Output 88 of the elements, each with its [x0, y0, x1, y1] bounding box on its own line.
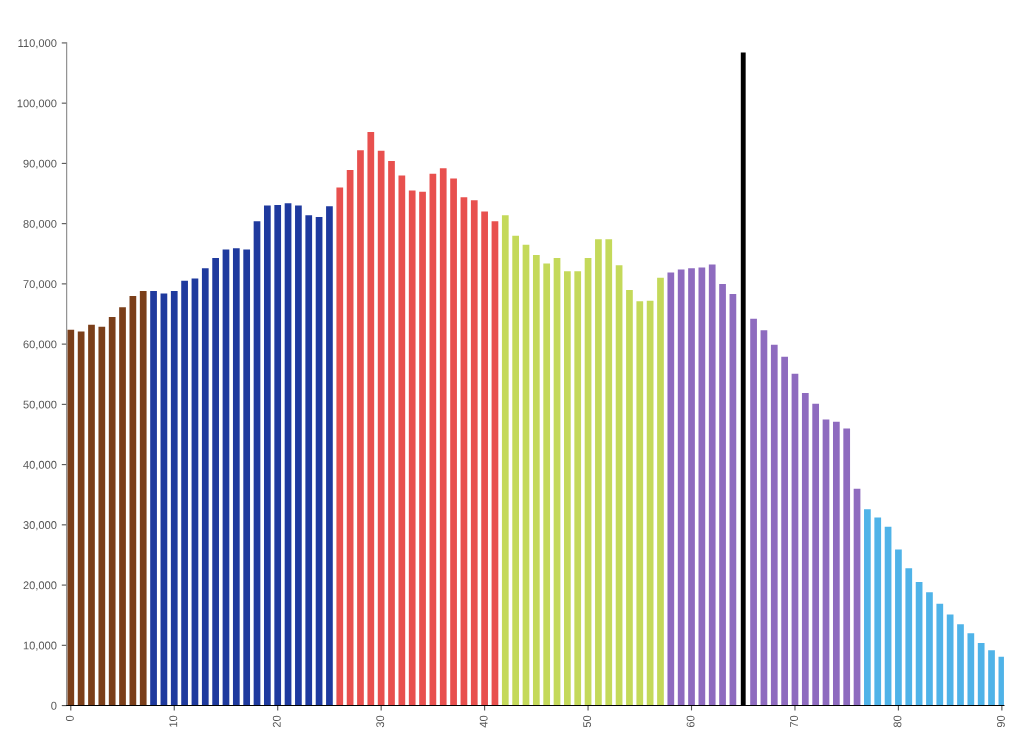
bar [470, 200, 478, 706]
bar [377, 150, 385, 706]
bar [770, 344, 778, 706]
bar [636, 301, 644, 706]
bar [150, 291, 157, 706]
x-tick-label: 90 [996, 715, 1005, 728]
bar [98, 326, 106, 706]
y-tick-label: 90,000 [23, 159, 57, 169]
bar [781, 356, 788, 706]
bar [481, 211, 488, 706]
bar [212, 257, 219, 706]
bar [905, 568, 913, 706]
bar [181, 280, 188, 706]
bar [170, 291, 178, 706]
bar [305, 215, 313, 706]
bar [977, 642, 985, 706]
y-tick-label: 40,000 [23, 460, 57, 471]
y-tick-label: 30,000 [23, 521, 57, 531]
bar [708, 264, 716, 706]
bar [874, 517, 882, 706]
bar [698, 267, 706, 706]
bar [719, 283, 726, 706]
bar [139, 291, 147, 706]
bar [895, 549, 902, 706]
bar [657, 277, 664, 706]
x-tick-label: 50 [583, 715, 592, 728]
bar [843, 428, 851, 706]
bar [77, 331, 85, 706]
bar [243, 249, 251, 706]
y-tick-label: 100,000 [17, 99, 57, 109]
bar [67, 329, 75, 706]
bar [926, 592, 933, 706]
bar [564, 271, 571, 706]
bar [88, 324, 95, 706]
y-tick-label: 60,000 [23, 340, 57, 350]
bar [274, 204, 282, 706]
bar [336, 187, 344, 706]
bar [326, 206, 333, 706]
x-tick-label: 0 [65, 715, 74, 722]
bar [264, 205, 271, 706]
bar [501, 215, 509, 706]
bar [626, 289, 633, 706]
bar [532, 254, 540, 706]
bar [543, 263, 551, 706]
bar [295, 205, 302, 706]
bar [812, 403, 820, 706]
bar [864, 509, 871, 706]
bar [512, 235, 520, 706]
bar [574, 271, 582, 706]
x-tick-label: 10 [169, 715, 178, 727]
bar [367, 132, 375, 706]
bar [201, 268, 209, 706]
bar [108, 317, 116, 706]
x-tick-label: 40 [479, 715, 488, 728]
bar [677, 269, 685, 706]
x-tick-label: 60 [686, 715, 695, 728]
bar [439, 168, 447, 706]
y-tick-label: 0 [51, 701, 57, 710]
bar [988, 650, 995, 706]
y-tick-label: 10,000 [23, 641, 57, 651]
bar [667, 272, 675, 706]
bar [832, 421, 840, 706]
y-tick-label: 50,000 [23, 400, 57, 410]
bar [688, 268, 695, 706]
bar [801, 392, 809, 706]
bar [595, 239, 602, 706]
y-tick-label: 80,000 [23, 219, 57, 230]
bar [450, 178, 457, 706]
bar [357, 150, 364, 706]
y-tick-label: 20,000 [23, 581, 57, 591]
y-tick-label: 70,000 [23, 280, 57, 290]
x-tick-label: 70 [790, 715, 798, 728]
bar [119, 307, 126, 706]
bar [750, 318, 757, 706]
bar [957, 624, 964, 706]
bar [232, 248, 240, 706]
x-tick-label: 20 [272, 715, 281, 728]
bar [936, 603, 944, 706]
x-tick-label: 30 [376, 715, 385, 728]
bar [419, 191, 426, 706]
bar [388, 160, 395, 706]
bar [408, 190, 416, 706]
bar [605, 239, 613, 706]
bar [398, 175, 406, 706]
x-tick-label: 80 [893, 715, 902, 728]
y-tick-label: 110,000 [18, 39, 57, 49]
bar [967, 633, 975, 706]
bar [946, 614, 954, 706]
